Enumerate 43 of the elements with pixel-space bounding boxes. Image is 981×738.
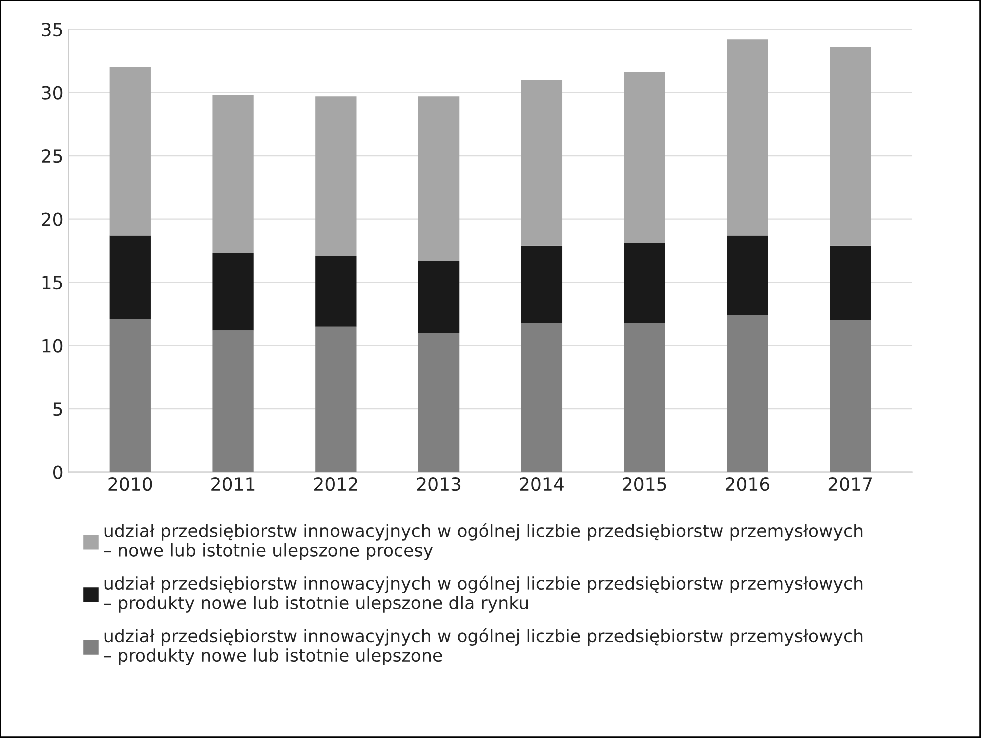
x-tick-label: 2014	[520, 478, 564, 492]
bar	[212, 253, 254, 331]
bar	[521, 80, 563, 246]
bar	[110, 236, 151, 320]
bar	[316, 326, 357, 472]
bar	[316, 96, 357, 256]
bar	[110, 319, 151, 472]
x-tick-label: 2015	[623, 478, 666, 492]
x-tick-label: 2012	[314, 478, 358, 492]
bar	[316, 256, 357, 327]
x-tick-label: 2017	[828, 478, 872, 492]
bar	[830, 246, 872, 321]
x-tick-label: 2016	[726, 478, 770, 492]
y-tick-label: 5	[54, 402, 62, 416]
bar	[830, 47, 872, 246]
y-tick-label: 15	[42, 276, 62, 290]
bar	[212, 330, 254, 472]
bar	[727, 40, 768, 236]
bar	[212, 95, 254, 254]
x-tick-label: 2011	[212, 478, 255, 492]
y-tick-label: 30	[42, 86, 63, 100]
x-tick-label: 2010	[108, 478, 152, 492]
legend-label: udział przedsiębiorstw innowacyjnych w ogólnej liczbie przedsiębiorstw przemysłowych – produkty nowe lub istotnie ulepszone	[104, 628, 863, 666]
y-tick-label: 25	[42, 149, 62, 164]
y-tick-label: 20	[42, 212, 63, 226]
bar	[624, 72, 666, 244]
bar	[418, 96, 460, 262]
x-tick-label: 2013	[417, 478, 461, 492]
bar	[110, 67, 151, 236]
bar	[418, 333, 460, 472]
bar	[521, 323, 563, 472]
bar	[830, 320, 872, 472]
y-tick-label: 10	[42, 339, 63, 353]
legend-label: udział przedsiębiorstw innowacyjnych w ogólnej liczbie przedsiębiorstw przemysłowych – produkty nowe lub istotnie ulepszone dla rynku	[104, 576, 863, 613]
bar	[727, 315, 768, 472]
y-tick-label: 35	[42, 22, 62, 37]
bar	[521, 246, 563, 324]
legend-label: udział przedsiębiorstw innowacyjnych w ogólnej liczbie przedsiębiorstw przemysłowych – nowe lub istotnie ulepszone procesy	[104, 523, 863, 560]
bar	[624, 323, 666, 472]
bar	[418, 261, 460, 334]
bar	[727, 236, 768, 316]
y-tick-label: 0	[54, 466, 63, 480]
bar	[624, 243, 666, 324]
